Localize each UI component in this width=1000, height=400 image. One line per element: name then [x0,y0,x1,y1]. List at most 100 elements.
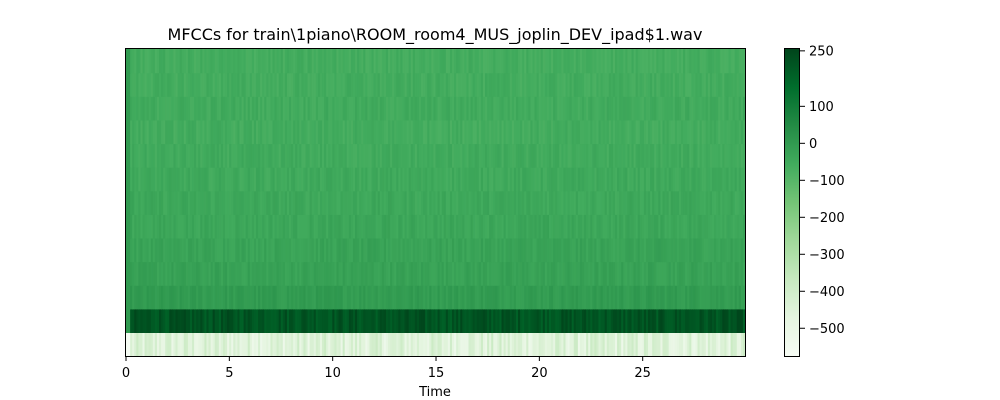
heatmap-cell [602,96,606,121]
heatmap-cell [701,96,705,121]
heatmap-cell [650,308,653,333]
heatmap-cell [439,214,443,239]
heatmap-cell [526,143,529,168]
heatmap-cell [462,308,465,333]
heatmap-cell [571,261,575,286]
heatmap-cell [631,214,635,239]
heatmap-cell [480,167,484,192]
heatmap-cell [705,214,709,239]
heatmap-cell [499,72,503,97]
heatmap-cell [412,308,416,333]
heatmap-cell [390,332,393,357]
heatmap-cell [431,214,435,239]
heatmap-cell [534,285,538,310]
heatmap-cell [136,261,139,286]
heatmap-cell [707,261,711,286]
heatmap-cell [518,49,521,74]
heatmap-cell [330,190,333,215]
heatmap-cell [495,332,498,357]
heatmap-cell [255,261,259,286]
heatmap-cell [214,332,218,357]
heatmap-cell [352,119,356,145]
heatmap-cell [645,119,649,145]
heatmap-cell [373,308,377,333]
heatmap-cell [150,167,154,192]
heatmap-cell [569,285,573,310]
heatmap-cell [431,308,435,333]
heatmap-cell [487,214,490,239]
heatmap-cell [441,237,445,263]
heatmap-cell [266,308,269,333]
heatmap-cell [670,96,674,121]
heatmap-cell [674,96,678,121]
heatmap-cell [414,214,418,239]
heatmap-cell [625,308,628,333]
heatmap-cell [672,167,676,192]
heatmap-cell [303,261,307,286]
heatmap-cell [511,332,515,357]
heatmap-cell [274,214,278,239]
heatmap-cell [565,237,569,263]
heatmap-cell [289,190,292,215]
heatmap-cell [365,214,369,239]
heatmap-cell [604,96,608,121]
heatmap-cell [645,214,649,239]
heatmap-cell [212,72,216,97]
heatmap-cell [643,214,647,239]
heatmap-cell [489,332,492,357]
heatmap-cell [373,285,377,310]
heatmap-cell [229,261,232,286]
heatmap-cell [175,332,179,357]
heatmap-cell [394,72,397,97]
heatmap-cell [720,308,723,333]
heatmap-cell [668,214,672,239]
heatmap-cell [674,190,678,215]
heatmap-cell [472,119,476,145]
heatmap-cell [284,214,288,239]
heatmap-cell [443,237,447,263]
heatmap-cell [526,214,529,239]
heatmap-cell [192,96,195,121]
heatmap-cell [594,285,598,310]
heatmap-cell [629,119,633,145]
heatmap-cell [433,72,437,97]
heatmap-cell [509,308,513,333]
heatmap-cell [220,285,224,310]
heatmap-cell [381,332,385,357]
heatmap-cell [515,190,519,215]
heatmap-cell [227,308,230,333]
heatmap-cell [307,119,311,145]
heatmap-cell [206,308,210,333]
heatmap-cell [612,49,616,74]
heatmap-cell [165,96,168,121]
heatmap-cell [291,72,294,97]
heatmap-cell [515,261,519,286]
heatmap-cell [551,190,554,215]
heatmap-cell [385,72,389,97]
heatmap-cell [662,237,666,263]
heatmap-cell [592,49,595,74]
heatmap-cell [297,214,300,239]
heatmap-cell [338,167,342,192]
heatmap-cell [720,261,723,286]
heatmap-cell [196,72,199,97]
heatmap-cell [359,167,362,192]
heatmap-cell [480,96,484,121]
heatmap-cell [703,237,707,263]
heatmap-cell [336,143,340,168]
heatmap-cell [229,285,232,310]
heatmap-cell [664,96,668,121]
heatmap-cell [691,72,695,97]
heatmap-cell [169,285,172,310]
heatmap-cell [664,214,668,239]
heatmap-cell [185,49,189,74]
heatmap-cell [165,143,168,168]
heatmap-cell [639,214,643,239]
heatmap-cell [454,143,457,168]
heatmap-cell [375,308,379,333]
heatmap-cell [309,308,313,333]
heatmap-cell [344,72,348,97]
heatmap-cell [402,261,406,286]
heatmap-cell [175,190,179,215]
heatmap-cell [235,167,239,192]
